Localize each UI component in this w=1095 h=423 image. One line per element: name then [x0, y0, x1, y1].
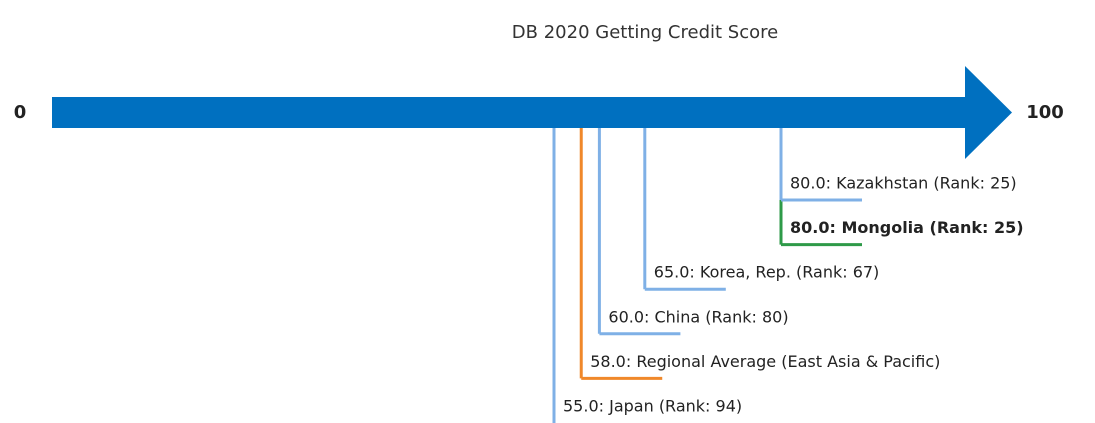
point-label: 58.0: Regional Average (East Asia & Paci… — [590, 352, 940, 371]
point-label: 65.0: Korea, Rep. (Rank: 67) — [654, 263, 880, 282]
chart-title: DB 2020 Getting Credit Score — [512, 22, 778, 43]
x-tick-label: 100 — [1026, 102, 1064, 123]
arrow-head — [965, 66, 1012, 159]
point-label: 80.0: Kazakhstan (Rank: 25) — [790, 174, 1017, 193]
arrow-shaft — [52, 97, 966, 128]
point-label: 60.0: China (Rank: 80) — [608, 307, 788, 326]
point-label: 55.0: Japan (Rank: 94) — [563, 397, 742, 416]
point-label: 80.0: Mongolia (Rank: 25) — [790, 218, 1024, 237]
x-tick-label: 0 — [14, 102, 27, 123]
